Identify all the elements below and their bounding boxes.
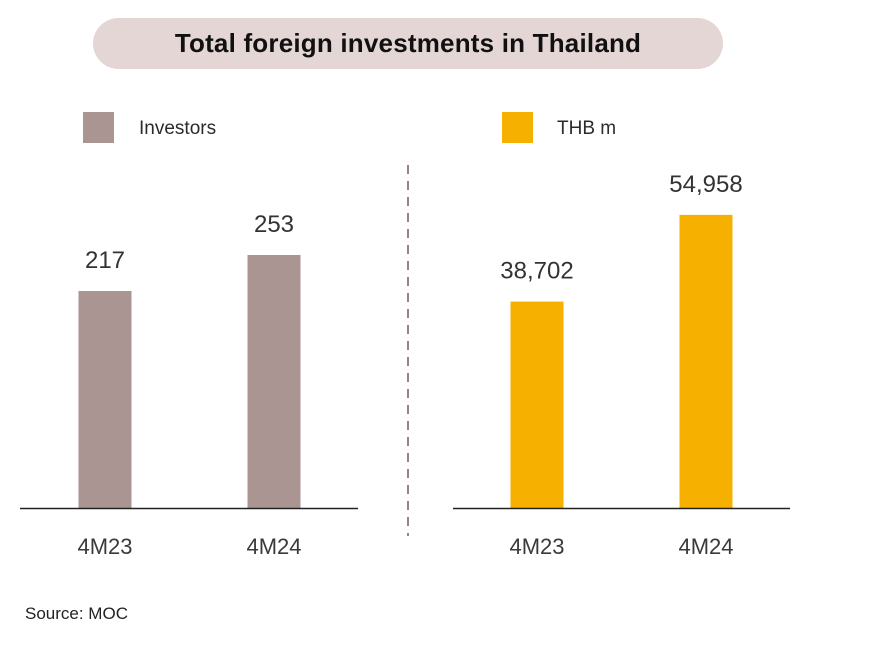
title-banner: Total foreign investments in Thailand (93, 18, 723, 69)
bar-thb-m-4m24 (679, 214, 733, 508)
bar-investors-4m23 (78, 291, 132, 508)
data-label-investors-4m24: 253 (254, 211, 294, 238)
bar-thb-m-4m23 (510, 301, 564, 508)
data-label-investors-4m23: 217 (85, 247, 125, 274)
data-label-thb-m-4m23: 38,702 (500, 258, 573, 285)
legend-swatch-thb-m (502, 112, 533, 143)
x-tick-label-investors-4m23: 4M23 (77, 534, 132, 559)
x-tick-label-thb-m-4m24: 4M24 (678, 534, 733, 559)
source-note: Source: MOC (25, 604, 128, 623)
legend-label-thb-m: THB m (557, 118, 616, 139)
legend-swatch-investors (83, 112, 114, 143)
chart-area: Investors 217 4M23 253 4M24 THB m 38,702 4M23 54… (20, 112, 790, 559)
chart-title: Total foreign investments in Thailand (174, 28, 642, 58)
bar-investors-4m24 (247, 255, 301, 508)
x-tick-label-thb-m-4m23: 4M23 (509, 534, 564, 559)
legend-label-investors: Investors (139, 118, 216, 139)
x-tick-label-investors-4m24: 4M24 (246, 534, 301, 559)
data-label-thb-m-4m24: 54,958 (669, 171, 742, 198)
